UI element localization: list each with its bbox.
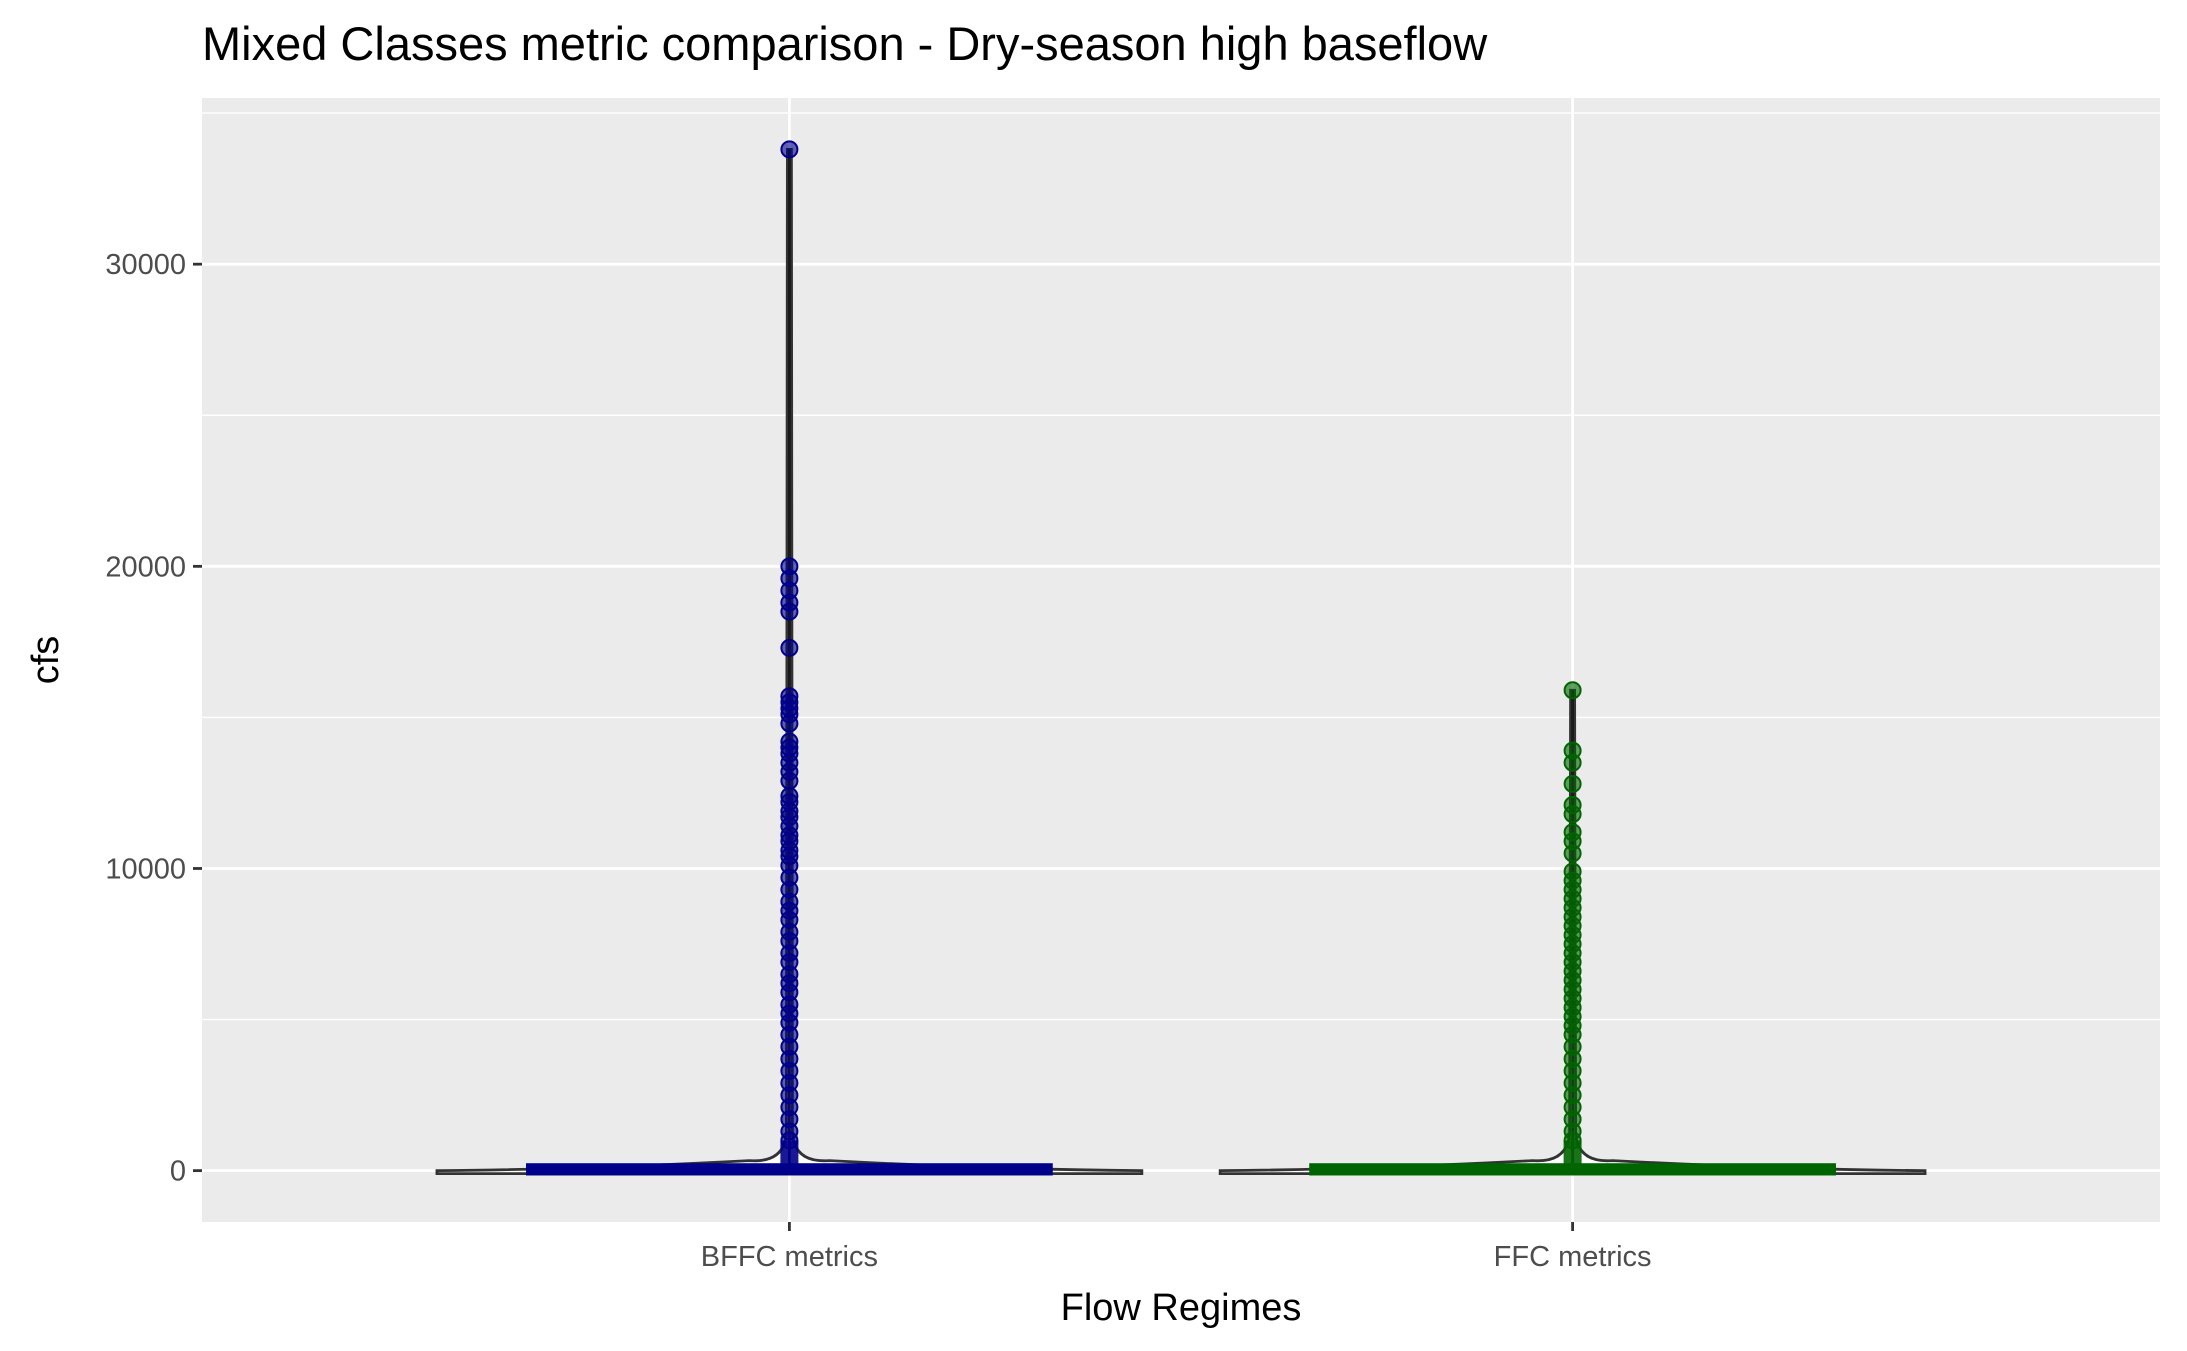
outlier-point — [1563, 844, 1582, 863]
y-tick-label: 0 — [170, 1156, 186, 1188]
minor-gridlines — [202, 112, 2160, 1021]
violin-group — [435, 140, 1144, 1176]
chart-title: Mixed Classes metric comparison - Dry-se… — [202, 17, 1488, 70]
violin-group — [1218, 681, 1927, 1176]
y-tick-label: 10000 — [105, 853, 186, 885]
y-axis: 0 10000 20000 30000 — [105, 249, 202, 1188]
y-axis-title: cfs — [25, 636, 67, 685]
x-axis-title: Flow Regimes — [1061, 1287, 1302, 1329]
outlier-point — [780, 602, 799, 621]
outlier-point — [780, 714, 799, 733]
dense-points — [780, 1140, 799, 1171]
outlier-point — [1563, 805, 1582, 824]
y-tick-label: 20000 — [105, 551, 186, 583]
outlier-point — [780, 771, 799, 790]
plot-panel — [202, 98, 2160, 1222]
y-tick-label: 30000 — [105, 249, 186, 281]
outlier-point — [1563, 681, 1582, 700]
outlier-point — [780, 140, 799, 159]
outlier-point — [780, 638, 799, 657]
x-axis: BFFC metrics FFC metrics — [701, 1222, 1652, 1273]
outlier-point — [1563, 774, 1582, 793]
dense-points — [1563, 1140, 1582, 1171]
x-tick-label: FFC metrics — [1494, 1241, 1652, 1273]
violins — [435, 140, 1927, 1176]
outlier-point — [1563, 753, 1582, 772]
x-tick-label: BFFC metrics — [701, 1241, 878, 1273]
